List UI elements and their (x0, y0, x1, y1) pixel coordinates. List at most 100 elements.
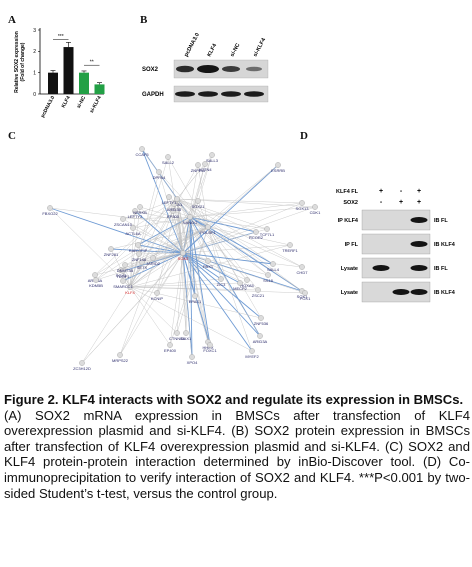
network-node-label: SOX3 (116, 273, 127, 278)
network-node-label: FOXC1 (203, 348, 217, 353)
panel-d-letter: D (300, 130, 308, 142)
network-edge (182, 252, 261, 337)
significance-label: *** (58, 34, 64, 40)
network-node (166, 194, 172, 200)
network-node-label: ZSCAN10 (114, 222, 133, 227)
network-node (139, 146, 145, 152)
figure-caption: Figure 2. KLF4 interacts with SOX2 and r… (4, 392, 470, 501)
network-edge (176, 198, 193, 358)
network-node (183, 330, 189, 336)
network-node-label: ZIC3 (217, 282, 226, 287)
network-edge (129, 164, 199, 288)
network-edge (189, 202, 303, 218)
network-node (244, 277, 250, 283)
blot-band (410, 289, 428, 295)
network-node-label: EP400 (164, 348, 177, 353)
network-node-label: SOX13 (296, 206, 310, 211)
blot-strip (361, 209, 431, 231)
sox2-band (197, 65, 219, 73)
significance-label: ** (90, 60, 94, 66)
y-axis-label: Relative SOX2 expression(Fold of change) (14, 31, 26, 93)
y-tick-label: 3 (33, 28, 36, 34)
sox2-band (176, 65, 194, 73)
network-edge (129, 286, 306, 294)
condition-mark: + (379, 188, 383, 195)
bar (94, 84, 105, 94)
panel-d-coip-blot: KLF4 FL + - + SOX2 - + + IP KLF4 IB FL IP FL IB KL… (336, 188, 456, 303)
network-node (135, 242, 141, 248)
network-edge (134, 210, 209, 228)
network-edge (139, 206, 209, 228)
network-edge (129, 244, 291, 288)
network-edge (129, 206, 141, 288)
network-edge (182, 202, 303, 254)
network-node-label: POU5F1 (200, 230, 216, 235)
network-node-label: DNMT3B (117, 268, 134, 273)
network-node (165, 154, 171, 160)
network-node-label: XPO4 (187, 360, 198, 365)
network-node-label: LEFTY1 (162, 200, 177, 205)
network-edge (122, 270, 131, 288)
network-node-label: HHEX (202, 345, 213, 350)
condition-mark: + (399, 199, 403, 206)
bar (63, 47, 74, 94)
network-node (120, 278, 126, 284)
gapdh-band (175, 91, 195, 97)
network-node-label: SALL2 (162, 160, 175, 165)
network-edge (189, 206, 316, 218)
network-node (312, 204, 318, 210)
x-tick-label: pcDNA3.0 (40, 95, 56, 119)
network-edge (207, 226, 253, 352)
network-node (79, 360, 85, 366)
network-node (192, 293, 198, 299)
caption-title: Figure 2. KLF4 interacts with SOX2 and r… (4, 392, 464, 407)
blot-left-label: Lysate (341, 290, 358, 296)
network-node-label: TDGF1 (116, 274, 130, 279)
network-edge (176, 198, 303, 268)
network-node-label: TRERF1 (282, 248, 298, 253)
network-node (167, 342, 173, 348)
network-node (189, 354, 195, 360)
network-edge (207, 226, 291, 246)
network-node (187, 214, 193, 220)
network-edge (189, 216, 209, 262)
network-edge (49, 207, 131, 288)
network-edge (189, 216, 261, 337)
panel-c-letter: C (8, 130, 16, 142)
network-node (302, 290, 308, 296)
network-node-label: ACTN4 (198, 167, 212, 172)
network-node (170, 208, 176, 214)
network-node (275, 162, 281, 168)
network-node (207, 342, 213, 348)
network-node (132, 208, 138, 214)
x-tick-label: si-NC (76, 95, 88, 110)
network-node (171, 201, 177, 207)
network-node-label: ZC3H12D (73, 366, 91, 371)
lane-label: si-NC (229, 42, 241, 58)
network-node-label: CHD7 (297, 270, 309, 275)
blot-left-label: IP FL (345, 242, 359, 248)
blot-right-label: IB FL (434, 266, 448, 272)
network-edge (129, 156, 169, 288)
sox2-band (246, 66, 262, 72)
blot-right-label: IB FL (434, 218, 448, 224)
network-edge (197, 200, 209, 228)
network-node-label: KDM5B (89, 283, 103, 288)
network-edge (189, 216, 274, 265)
network-node-label: RAB11FIP (129, 248, 148, 253)
network-node-label: HOXA5 (240, 283, 254, 288)
network-edge (182, 228, 268, 254)
condition-label: KLF4 FL (336, 189, 359, 195)
network-node-label: SALL4 (267, 267, 280, 272)
network-edge (182, 252, 269, 276)
condition-mark: - (400, 188, 403, 195)
network-node-label: KLF4 (125, 290, 135, 295)
network-node-label: PBX1 (203, 264, 214, 269)
network-edge (49, 207, 184, 254)
network-edge (168, 196, 184, 254)
network-edge (132, 227, 184, 254)
network-edge (132, 198, 178, 229)
network-edge (169, 252, 184, 346)
network-node-label: CDK1 (310, 210, 321, 215)
network-edge (156, 198, 178, 294)
